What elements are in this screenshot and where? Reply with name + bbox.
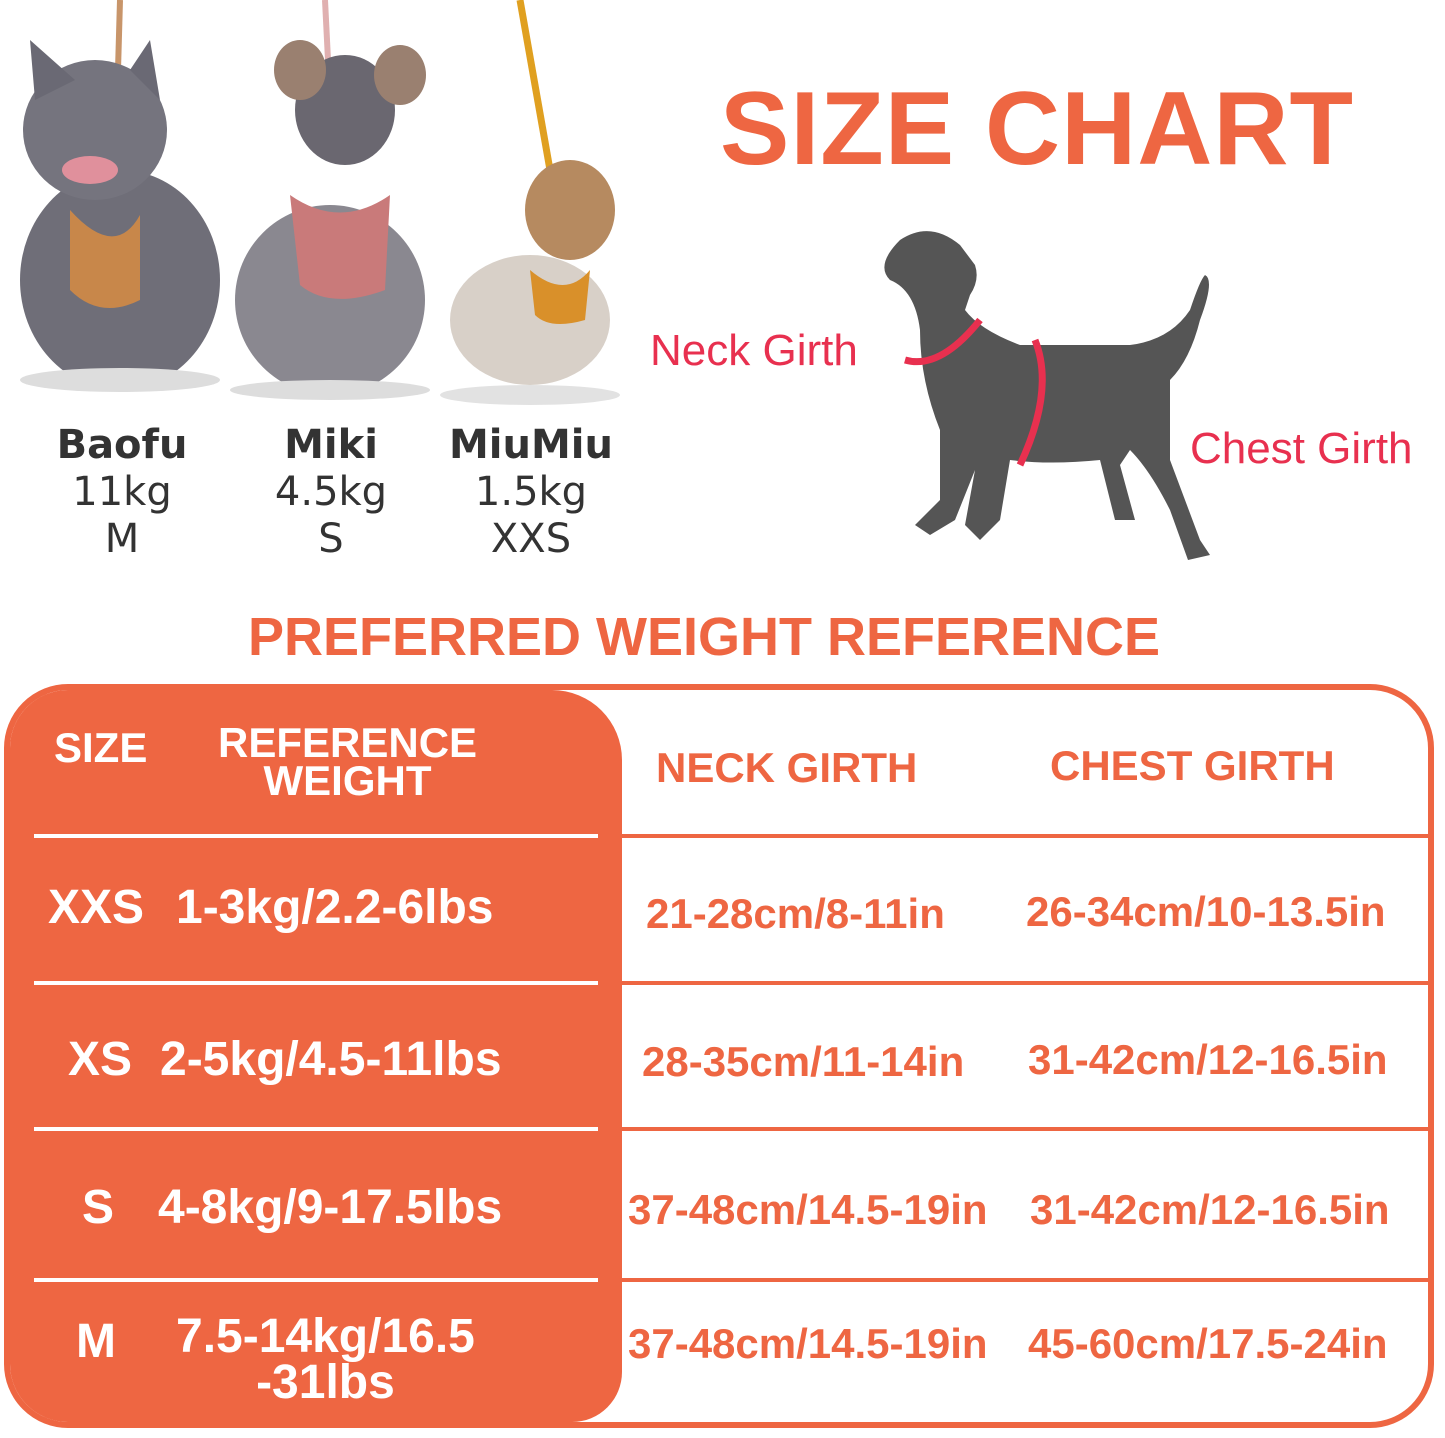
row-divider bbox=[620, 1278, 1428, 1282]
cell-chest: 31-42cm/12-16.5in bbox=[1028, 1036, 1388, 1083]
cell-weight: 2-5kg/4.5-11lbs bbox=[160, 1033, 502, 1086]
header-size: SIZE bbox=[54, 724, 148, 771]
dog-miumiu bbox=[440, 160, 620, 405]
row-divider bbox=[620, 981, 1428, 985]
cell-chest: 31-42cm/12-16.5in bbox=[1030, 1186, 1390, 1233]
dog-size: M bbox=[104, 516, 140, 562]
cell-weight: 4-8kg/9-17.5lbs bbox=[158, 1181, 503, 1234]
cell-chest: 26-34cm/10-13.5in bbox=[1026, 888, 1386, 935]
cell-size: XS bbox=[68, 1033, 133, 1086]
dog-weight: 4.5kg bbox=[274, 469, 388, 515]
header-weight: REFERENCE WEIGHT bbox=[218, 719, 478, 804]
cell-weight: 7.5-14kg/16.5 -31lbs bbox=[176, 1310, 475, 1409]
row-divider bbox=[34, 1127, 598, 1131]
dog-name: MiuMiu bbox=[449, 422, 613, 468]
dog-miki bbox=[230, 40, 430, 400]
cell-size: M bbox=[76, 1315, 116, 1368]
chest-girth-label: Chest Girth bbox=[1190, 424, 1413, 473]
cell-weight-line1: 7.5-14kg/16.5 bbox=[176, 1310, 475, 1363]
dog-label-miumiu: MiuMiu 1.5kg XXS bbox=[431, 422, 631, 563]
dog-label-baofu: Baofu 11kg M bbox=[22, 422, 222, 563]
cell-size: S bbox=[82, 1181, 115, 1234]
row-divider bbox=[34, 981, 598, 985]
dogs-photo bbox=[20, 0, 620, 405]
cell-chest: 45-60cm/17.5-24in bbox=[1028, 1320, 1388, 1367]
dog-silhouette-icon bbox=[884, 231, 1210, 560]
dog-name: Baofu bbox=[56, 422, 188, 468]
dog-label-miki: Miki 4.5kg S bbox=[231, 422, 431, 563]
dog-weight: 11kg bbox=[72, 469, 172, 515]
page-title: SIZE CHART bbox=[720, 71, 1354, 187]
header-neck: NECK GIRTH bbox=[656, 744, 918, 791]
size-table: SIZE REFERENCE WEIGHT NECK GIRTH CHEST G… bbox=[4, 684, 1434, 1428]
neck-girth-label: Neck Girth bbox=[650, 326, 858, 375]
cell-neck: 37-48cm/14.5-19in bbox=[628, 1320, 988, 1367]
row-divider bbox=[620, 834, 1428, 838]
dog-size: S bbox=[318, 516, 344, 562]
cell-neck: 21-28cm/8-11in bbox=[646, 890, 945, 937]
leash-lines bbox=[115, 0, 554, 171]
section-subtitle: PREFERRED WEIGHT REFERENCE bbox=[247, 607, 1161, 667]
cell-size: XXS bbox=[48, 881, 145, 934]
header-weight-line2: WEIGHT bbox=[263, 757, 432, 804]
header-chest: CHEST GIRTH bbox=[1050, 742, 1335, 789]
dog-baofu bbox=[20, 40, 220, 392]
cell-weight-line2: -31lbs bbox=[256, 1356, 395, 1409]
row-divider bbox=[34, 1278, 598, 1282]
cell-neck: 37-48cm/14.5-19in bbox=[628, 1186, 988, 1233]
dog-weight: 1.5kg bbox=[474, 469, 588, 515]
cell-weight: 1-3kg/2.2-6lbs bbox=[176, 881, 494, 934]
header-weight-line1: REFERENCE bbox=[218, 719, 478, 766]
cell-neck: 28-35cm/11-14in bbox=[642, 1038, 965, 1085]
row-divider bbox=[620, 1127, 1428, 1131]
size-weight-panel bbox=[10, 690, 622, 1422]
dog-name: Miki bbox=[284, 422, 378, 468]
dog-size: XXS bbox=[490, 516, 572, 562]
row-divider bbox=[34, 834, 598, 838]
